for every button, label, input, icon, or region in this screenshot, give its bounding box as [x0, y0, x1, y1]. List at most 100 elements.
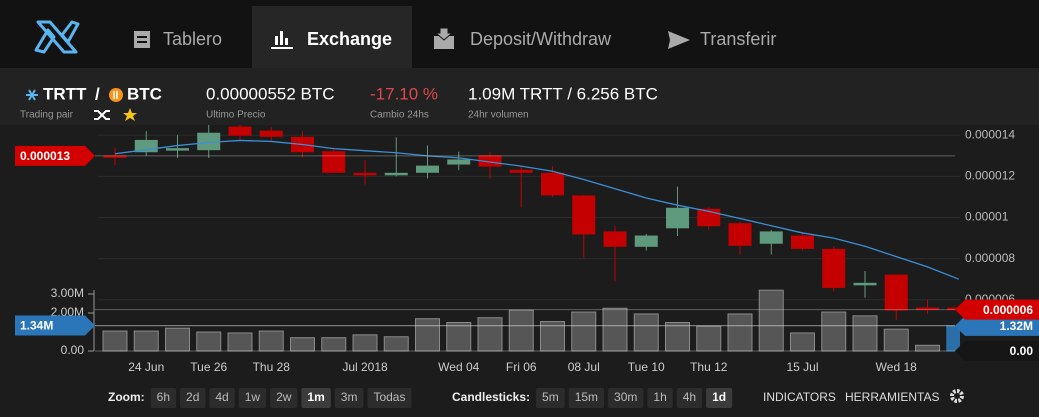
stats: 0.00000552 BTC Ultimo Precio -17.10 % Cambi…	[206, 84, 658, 120]
x-tick-label: Jul 2018	[342, 360, 388, 374]
candle-body	[416, 165, 439, 173]
settings-gear[interactable]	[950, 389, 964, 403]
toolbar-button[interactable]: 30m	[614, 390, 637, 404]
btc-icon-mark	[113, 91, 118, 99]
x-tick-label: Thu 12	[690, 360, 728, 374]
chart: 0.000006 0.000008 0.00001 0.000012 0.000014 0…	[15, 125, 1039, 374]
button-bg	[150, 388, 177, 408]
toolbar-button[interactable]: 6h	[157, 390, 170, 404]
candle-body	[759, 231, 783, 244]
badge-label: 1.34M	[20, 319, 53, 333]
x-tick-label: Wed 04	[438, 360, 479, 374]
candle-body	[791, 235, 814, 249]
plot	[102, 125, 960, 352]
toolbar: Zoom: 6h 2d 4d 1w 2w 1m 3m Todas Candlesticks: 5m 1…	[108, 388, 939, 408]
button-bg	[568, 388, 605, 408]
logo-stroke	[60, 20, 80, 44]
exchange-icon	[271, 47, 293, 49]
volume-bar	[165, 327, 190, 352]
pair-base: TRTT	[43, 84, 87, 103]
toolbar-button[interactable]: 1d	[712, 390, 726, 404]
candle-body	[853, 282, 877, 286]
volume-bar	[352, 334, 378, 352]
toolbar-button[interactable]: 1h	[653, 390, 666, 404]
swap-icon[interactable]	[94, 110, 110, 120]
stat-value: 1.09M TRTT / 6.256 BTC	[468, 84, 658, 103]
nav-tab[interactable]: Transferir	[700, 29, 776, 49]
toolbar-label: Candlesticks:	[452, 390, 530, 404]
gear-hole	[955, 394, 959, 398]
nav-tab[interactable]: Tablero	[163, 29, 222, 49]
toolbar-button[interactable]: 1m	[307, 390, 324, 404]
candle-body	[728, 223, 752, 246]
tab-icon	[134, 27, 690, 49]
volume-bar	[415, 318, 440, 352]
button-bg	[180, 388, 206, 408]
volume-bar	[290, 337, 315, 352]
value-badge	[15, 315, 95, 336]
toolbar-button[interactable]: INDICATORS	[763, 390, 836, 404]
pair-quote: BTC	[127, 84, 162, 103]
toolbar-button[interactable]: HERRAMIENTAS	[845, 390, 939, 404]
toolbar-button[interactable]: 3m	[341, 390, 358, 404]
button-bg	[301, 388, 331, 408]
candle-body	[134, 139, 158, 153]
x-tick-label: Wed 18	[876, 360, 917, 374]
toolbar-button[interactable]: 4h	[683, 390, 696, 404]
y-tick-label: 0.000014	[965, 127, 1015, 141]
toolbar-label: Zoom:	[108, 390, 145, 404]
volume-bar	[477, 317, 503, 352]
deposit-icon	[434, 36, 454, 49]
logo[interactable]	[34, 20, 80, 54]
candle-body	[916, 307, 939, 310]
logo-stroke	[36, 20, 78, 54]
toolbar-button[interactable]: 1w	[245, 390, 261, 404]
volume-bar	[915, 344, 940, 352]
toolbar-button[interactable]: 15m	[575, 390, 598, 404]
transfer-icon	[668, 31, 690, 49]
candle-body	[697, 208, 721, 227]
volume-bar	[852, 315, 878, 352]
logo-stroke	[34, 28, 56, 54]
button-bg	[270, 388, 298, 408]
button-bg	[209, 388, 235, 408]
toolbar-button[interactable]: 4d	[215, 390, 228, 404]
y2-tick-label: 3.00M	[51, 286, 84, 300]
candle-body	[822, 248, 846, 288]
toolbar-button[interactable]: 5m	[542, 390, 559, 404]
moving-average	[114, 139, 959, 280]
favorite-star[interactable]	[123, 108, 137, 121]
tabs: Tablero Exchange Deposit/Withdraw Transferi…	[163, 6, 776, 68]
deposit-icon	[434, 27, 454, 41]
button-bg	[536, 388, 565, 408]
candle-body	[666, 207, 689, 229]
toolbar-button[interactable]: 2w	[276, 390, 292, 404]
candle-body	[634, 235, 658, 247]
y-tick-label: 0.000012	[965, 169, 1015, 183]
value-badge	[955, 299, 1039, 320]
nav-tab[interactable]: Exchange	[307, 29, 392, 49]
nav-tab[interactable]: Deposit/Withdraw	[470, 29, 612, 49]
x-tick-label: Thu 28	[253, 360, 291, 374]
value-badge	[955, 315, 1039, 336]
nav-bar	[0, 0, 1039, 68]
stat-caption: Cambio 24hs	[370, 110, 429, 121]
candle-body	[603, 231, 627, 247]
tablero-icon	[134, 31, 150, 48]
trtt-icon	[26, 89, 38, 101]
x-tick-label: Tue 10	[628, 360, 665, 374]
toolbar-button[interactable]: 2d	[186, 390, 199, 404]
candle-body	[884, 274, 908, 311]
x-tick-label: Tue 26	[190, 360, 227, 374]
x-tick-label: 08 Jul	[568, 360, 600, 374]
candle-body	[166, 148, 189, 151]
toolbar-button[interactable]: Todas	[373, 390, 405, 404]
stat-value: -17.10 %	[370, 84, 438, 103]
x-tick-label: 24 Jun	[128, 360, 164, 374]
volume-bar	[727, 313, 753, 352]
btc-icon	[109, 88, 123, 102]
x-tick-label: Fri 06	[506, 360, 537, 374]
volume-bar	[758, 289, 784, 352]
candle-body	[447, 159, 471, 165]
